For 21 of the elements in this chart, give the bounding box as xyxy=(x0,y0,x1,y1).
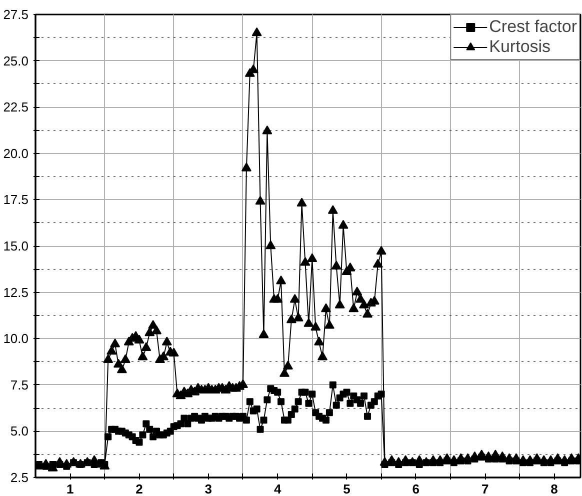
x-tick-label: 3 xyxy=(204,482,212,496)
y-tick-label: 25.0 xyxy=(3,53,29,68)
x-tick-label: 1 xyxy=(66,482,74,496)
x-tick-label: 4 xyxy=(274,482,282,496)
y-tick-label: 12.5 xyxy=(3,284,29,300)
y-tick-label: 7.5 xyxy=(10,377,29,392)
legend-label: Kurtosis xyxy=(489,37,551,57)
x-tick-label: 8 xyxy=(550,482,558,496)
y-tick-label: 15.0 xyxy=(3,238,29,254)
x-tick-label: 5 xyxy=(343,482,350,496)
legend-label: Crest factor xyxy=(489,17,577,37)
x-tick-label: 2 xyxy=(136,482,143,496)
y-tick-label: 22.5 xyxy=(3,100,29,115)
x-tick-label: 6 xyxy=(412,482,420,496)
y-tick-label: 2.5 xyxy=(10,470,29,485)
y-tick-label: 27.5 xyxy=(3,7,29,22)
y-tick-label: 5.0 xyxy=(10,424,29,439)
y-tick-label: 10.0 xyxy=(3,331,29,346)
y-tick-label: 20.0 xyxy=(3,146,29,161)
y-tick-label: 17.5 xyxy=(3,192,29,208)
x-tick-label: 7 xyxy=(481,482,489,496)
